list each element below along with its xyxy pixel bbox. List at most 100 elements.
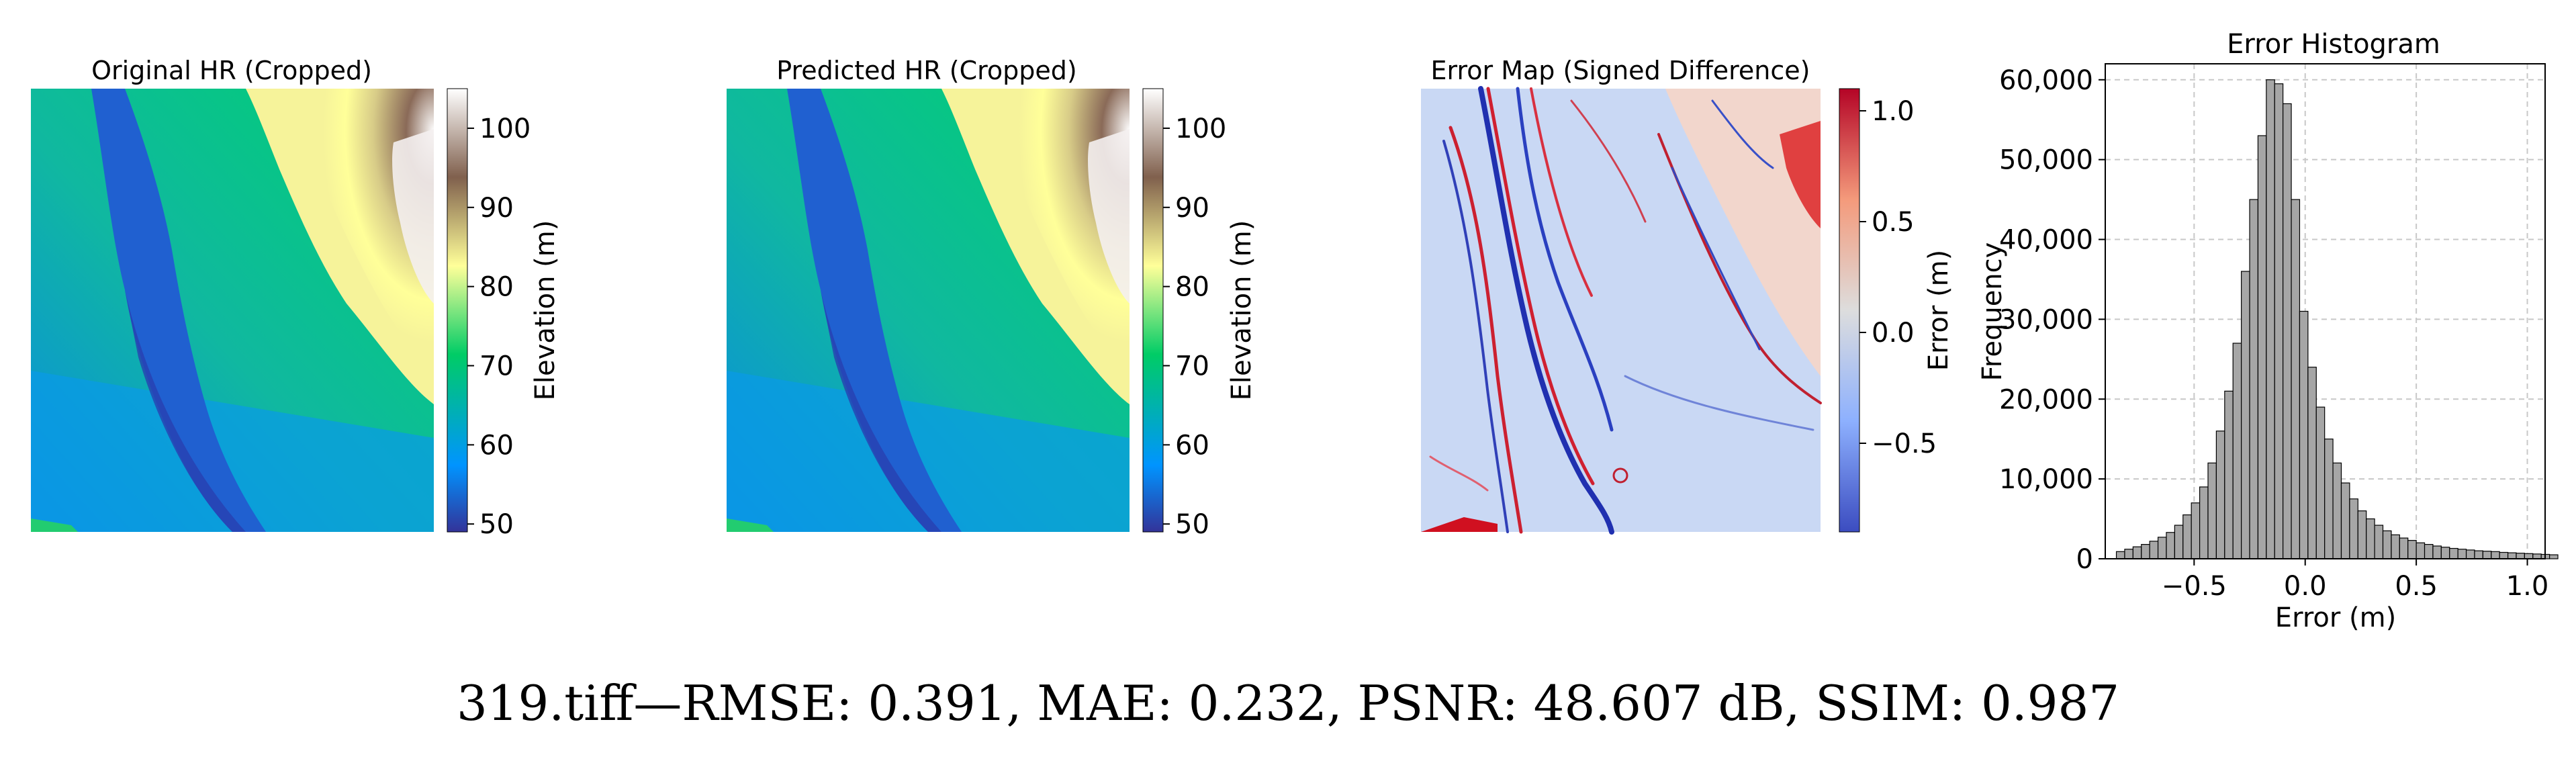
histogram-bar	[2157, 537, 2167, 559]
histogram-bar	[2549, 554, 2559, 559]
histogram-bar	[2207, 462, 2217, 559]
histogram-bars	[2115, 79, 2559, 559]
histogram-bar	[2382, 530, 2392, 559]
histogram-y-tick-label: 20,000	[1999, 384, 2093, 415]
histogram-bar	[2516, 553, 2526, 559]
histogram-bar	[2465, 549, 2475, 559]
original-image	[31, 89, 434, 532]
histogram-bar	[2224, 390, 2234, 559]
histogram-bar	[2416, 542, 2426, 559]
histogram-bar	[2182, 514, 2192, 559]
histogram-bar	[2407, 540, 2417, 559]
colorbar-1-tick-label: 70	[479, 351, 514, 382]
histogram-y-tick-label: 10,000	[1999, 464, 2093, 495]
error-colorbar	[1839, 88, 1860, 533]
colorbar-1-tick-label: 80	[479, 272, 514, 303]
elevation-colorbar-1	[447, 88, 468, 533]
colorbar-2-ticks: 100 90 80 70 60 50	[1163, 114, 1226, 540]
histogram-y-tick-label: 0	[2076, 544, 2093, 575]
colorbar-2-tick-label: 80	[1175, 272, 1209, 303]
colorbar-1-ticks: 100 90 80 70 60 50	[467, 114, 531, 540]
histogram-bar	[2457, 549, 2467, 559]
histogram-bar	[2349, 498, 2358, 559]
histogram-x-ticks: −0.5 0.0 0.5 1.0	[2162, 559, 2549, 602]
histogram-bar	[2482, 551, 2492, 559]
colorbar-1-label: Elevation (m)	[530, 220, 561, 401]
histogram-bar	[2115, 551, 2125, 559]
colorbar-3-ticks: 1.0 0.5 0.0 −0.5	[1859, 96, 1937, 459]
error-map-image	[1421, 86, 1822, 535]
histogram-bar	[2283, 103, 2292, 559]
histogram-y-tick-label: 30,000	[1999, 304, 2093, 335]
histogram-xlabel: Error (m)	[2275, 602, 2396, 633]
histogram-bar	[2257, 135, 2267, 559]
histogram-bar	[2424, 544, 2434, 559]
histogram-bar	[2274, 83, 2284, 559]
histogram-bar	[2491, 551, 2500, 559]
histogram-bar	[2307, 367, 2317, 559]
histogram-bar	[2291, 199, 2301, 559]
colorbar-2-tick-label: 100	[1175, 114, 1226, 144]
histogram-bar	[2374, 525, 2384, 559]
elevation-colorbar-2	[1142, 88, 1164, 533]
colorbar-3-tick-label: −0.5	[1872, 428, 1937, 459]
histogram-x-tick-label: 0.0	[2284, 571, 2327, 602]
histogram-bar	[2357, 510, 2367, 559]
histogram-bar	[2141, 544, 2150, 559]
histogram-bar	[2332, 462, 2342, 559]
colorbar-1-tick-label: 50	[479, 509, 514, 540]
histogram-bar	[2191, 502, 2201, 559]
original-title: Original HR (Cropped)	[91, 56, 372, 85]
colorbar-2-tick-label: 90	[1175, 193, 1209, 224]
histogram-bar	[2507, 552, 2517, 559]
histogram-y-tick-label: 50,000	[1999, 145, 2093, 176]
histogram-y-tick-label: 60,000	[1999, 65, 2093, 96]
histogram-bar	[2199, 486, 2209, 559]
histogram-bar	[2440, 547, 2450, 559]
histogram-bar	[2432, 545, 2442, 559]
histogram-bar	[2166, 532, 2175, 559]
histogram-bar	[2499, 551, 2509, 559]
histogram-bar	[2124, 549, 2133, 559]
histogram-y-tick-label: 40,000	[1999, 225, 2093, 256]
colorbar-3-tick-label: 1.0	[1872, 96, 1915, 127]
histogram-bar	[2215, 430, 2225, 559]
colorbar-3-tick-label: 0.5	[1872, 207, 1915, 238]
histogram-bar	[2474, 550, 2483, 559]
histogram-title: Error Histogram	[2227, 29, 2440, 60]
colorbar-2-tick-label: 50	[1175, 509, 1209, 540]
histogram-bar	[2232, 343, 2242, 559]
histogram-bar	[2391, 534, 2400, 559]
histogram-bar	[2249, 199, 2259, 559]
histogram-y-ticks: 0 10,000 20,000 30,000 40,000 50,000 60,000	[1999, 65, 2105, 575]
histogram-bar	[2532, 553, 2542, 559]
predicted-title: Predicted HR (Cropped)	[776, 56, 1076, 85]
colorbar-3-tick-label: 0.0	[1872, 318, 1915, 349]
histogram-bar	[2524, 553, 2534, 559]
histogram-bar	[2149, 541, 2159, 559]
histogram-bar	[2299, 310, 2309, 559]
colorbar-1-tick-label: 90	[479, 193, 514, 224]
histogram-bar	[2449, 547, 2458, 559]
histogram-bar	[2266, 79, 2275, 559]
histogram-x-tick-label: 1.0	[2506, 571, 2549, 602]
histogram-bar	[2399, 537, 2409, 559]
colorbar-1-tick-label: 100	[479, 114, 531, 144]
colorbar-2-tick-label: 60	[1175, 430, 1209, 461]
colorbar-2-tick-label: 70	[1175, 351, 1209, 382]
histogram-bar	[2132, 546, 2142, 559]
histogram-bar	[2366, 518, 2375, 559]
histogram-bar	[2315, 406, 2326, 559]
predicted-image	[727, 89, 1130, 532]
histogram-bar	[2324, 439, 2334, 559]
histogram-bar	[2241, 271, 2250, 559]
histogram-x-tick-label: −0.5	[2162, 571, 2227, 602]
colorbar-1-tick-label: 60	[479, 430, 514, 461]
histogram-axes-frame	[2105, 63, 2546, 559]
error-map-title: Error Map (Signed Difference)	[1431, 56, 1810, 85]
figure-caption: 319.tiff—RMSE: 0.391, MAE: 0.232, PSNR: …	[456, 675, 2120, 731]
histogram-bar	[2340, 482, 2350, 559]
histogram-ylabel: Frequency	[1977, 242, 2008, 381]
colorbar-2-label: Elevation (m)	[1226, 220, 1257, 401]
histogram-bar	[2174, 525, 2184, 559]
